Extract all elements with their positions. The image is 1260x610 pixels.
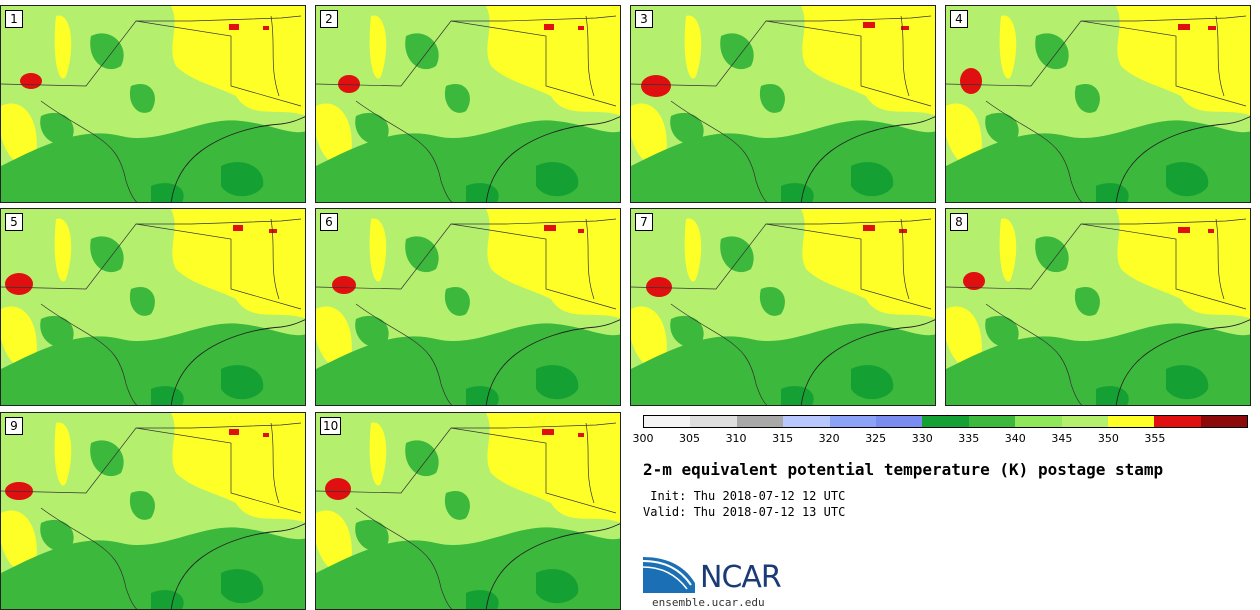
colorbar-segment xyxy=(1200,416,1248,427)
colorbar-tick-label: 350 xyxy=(1097,432,1119,445)
map-field xyxy=(631,6,935,202)
panel-label: 8 xyxy=(950,213,968,231)
postage-stamp-panel-7: 7 xyxy=(630,208,936,406)
colorbar-segment xyxy=(829,416,876,427)
map-field xyxy=(1,6,305,202)
panel-label: 2 xyxy=(320,10,338,28)
colorbar xyxy=(643,415,1248,428)
map-field xyxy=(1,413,305,609)
colorbar-tick-label: 330 xyxy=(911,432,933,445)
panel-label: 1 xyxy=(5,10,23,28)
init-time: Init: Thu 2018-07-12 12 UTC xyxy=(643,489,846,503)
map-field xyxy=(631,209,935,405)
panel-label: 3 xyxy=(635,10,653,28)
colorbar-tick-label: 325 xyxy=(865,432,887,445)
postage-stamp-panel-3: 3 xyxy=(630,5,936,203)
colorbar-segment xyxy=(644,416,691,427)
postage-stamp-panel-5: 5 xyxy=(0,208,306,406)
colorbar-tick-label: 345 xyxy=(1051,432,1073,445)
postage-stamp-panel-8: 8 xyxy=(945,208,1251,406)
colorbar-segment xyxy=(783,416,830,427)
postage-stamp-panel-9: 9 xyxy=(0,412,306,610)
ncar-logo-icon xyxy=(643,553,695,593)
map-field xyxy=(1,209,305,405)
panel-label: 5 xyxy=(5,213,23,231)
site-url[interactable]: ensemble.ucar.edu xyxy=(652,596,765,609)
colorbar-segment xyxy=(1107,416,1155,427)
map-field xyxy=(316,209,620,405)
figure-title: 2-m equivalent potential temperature (K)… xyxy=(643,460,1164,479)
colorbar-ticks: 300 305 310 315 320 325 330 335 340 345 350 355 xyxy=(633,432,1248,446)
colorbar-tick-label: 340 xyxy=(1004,432,1026,445)
colorbar-segment xyxy=(1154,416,1201,427)
postage-stamp-panel-2: 2 xyxy=(315,5,621,203)
colorbar-tick-label: 335 xyxy=(958,432,980,445)
map-field xyxy=(316,413,620,609)
colorbar-tick-label: 300 xyxy=(632,432,654,445)
postage-stamp-panel-10: 10 xyxy=(315,412,621,610)
colorbar-tick-label: 305 xyxy=(679,432,701,445)
ncar-logo-text: NCAR xyxy=(700,560,782,595)
map-field xyxy=(946,6,1250,202)
panel-label: 7 xyxy=(635,213,653,231)
map-field xyxy=(316,6,620,202)
valid-time: Valid: Thu 2018-07-12 13 UTC xyxy=(643,505,846,519)
postage-stamp-panel-6: 6 xyxy=(315,208,621,406)
panel-label: 6 xyxy=(320,213,338,231)
colorbar-segment xyxy=(736,416,784,427)
postage-stamp-panel-4: 4 xyxy=(945,5,1251,203)
postage-stamp-panel-1: 1 xyxy=(0,5,306,203)
colorbar-tick-label: 315 xyxy=(772,432,794,445)
colorbar-segment xyxy=(968,416,1016,427)
map-field xyxy=(946,209,1250,405)
colorbar-segment xyxy=(922,416,969,427)
panel-label: 9 xyxy=(5,417,23,435)
colorbar-tick-label: 310 xyxy=(725,432,747,445)
panel-label: 4 xyxy=(950,10,968,28)
panel-label: 10 xyxy=(320,417,342,435)
colorbar-segment xyxy=(1015,416,1062,427)
colorbar-tick-label: 320 xyxy=(818,432,840,445)
colorbar-segment xyxy=(875,416,923,427)
colorbar-segment xyxy=(1061,416,1108,427)
colorbar-tick-label: 355 xyxy=(1144,432,1166,445)
colorbar-segment xyxy=(690,416,737,427)
